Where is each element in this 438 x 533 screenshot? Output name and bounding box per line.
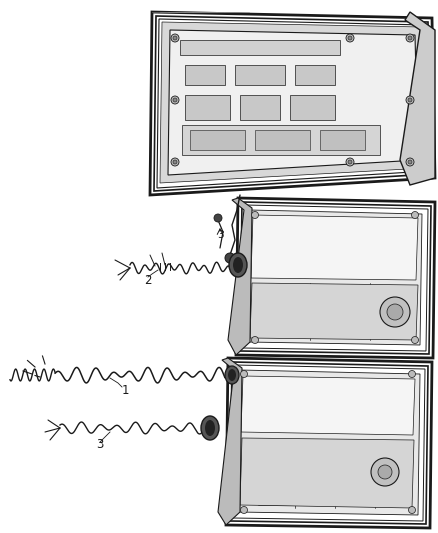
Polygon shape [240,95,280,120]
Circle shape [409,506,416,513]
Circle shape [171,34,179,42]
Polygon shape [228,198,252,355]
Circle shape [348,36,352,40]
Circle shape [380,297,410,327]
Circle shape [225,253,235,263]
Circle shape [171,96,179,104]
Ellipse shape [225,366,239,384]
Circle shape [348,160,352,164]
Polygon shape [241,376,415,435]
Circle shape [378,465,392,479]
Circle shape [173,160,177,164]
Circle shape [214,214,222,222]
Polygon shape [290,95,335,120]
Text: 3: 3 [96,439,104,451]
Circle shape [408,160,412,164]
Circle shape [371,458,399,486]
Circle shape [411,212,418,219]
Polygon shape [250,283,418,340]
Circle shape [387,304,403,320]
Polygon shape [180,40,340,55]
Polygon shape [235,65,285,85]
Circle shape [240,370,247,377]
Circle shape [406,96,414,104]
Circle shape [346,158,354,166]
Circle shape [408,36,412,40]
Polygon shape [400,12,435,185]
Polygon shape [240,438,414,508]
Text: 3: 3 [217,230,223,240]
Circle shape [251,336,258,343]
Circle shape [406,158,414,166]
Polygon shape [255,130,310,150]
Circle shape [251,212,258,219]
Polygon shape [182,125,380,155]
Ellipse shape [228,369,236,381]
Polygon shape [218,358,242,525]
Circle shape [406,34,414,42]
Polygon shape [185,95,230,120]
Polygon shape [238,370,420,515]
Circle shape [409,370,416,377]
Polygon shape [248,210,422,345]
Ellipse shape [233,257,243,273]
Polygon shape [160,22,425,183]
Circle shape [408,98,412,102]
Circle shape [346,34,354,42]
Polygon shape [295,65,335,85]
Polygon shape [320,130,365,150]
Text: 2: 2 [144,273,152,287]
Circle shape [171,158,179,166]
Ellipse shape [201,416,219,440]
Polygon shape [190,130,245,150]
Polygon shape [168,30,418,175]
Polygon shape [251,215,418,280]
Circle shape [173,98,177,102]
Ellipse shape [205,420,215,436]
Text: 1: 1 [121,384,129,397]
Circle shape [173,36,177,40]
Polygon shape [185,65,225,85]
Circle shape [411,336,418,343]
Ellipse shape [229,253,247,277]
Circle shape [240,506,247,513]
